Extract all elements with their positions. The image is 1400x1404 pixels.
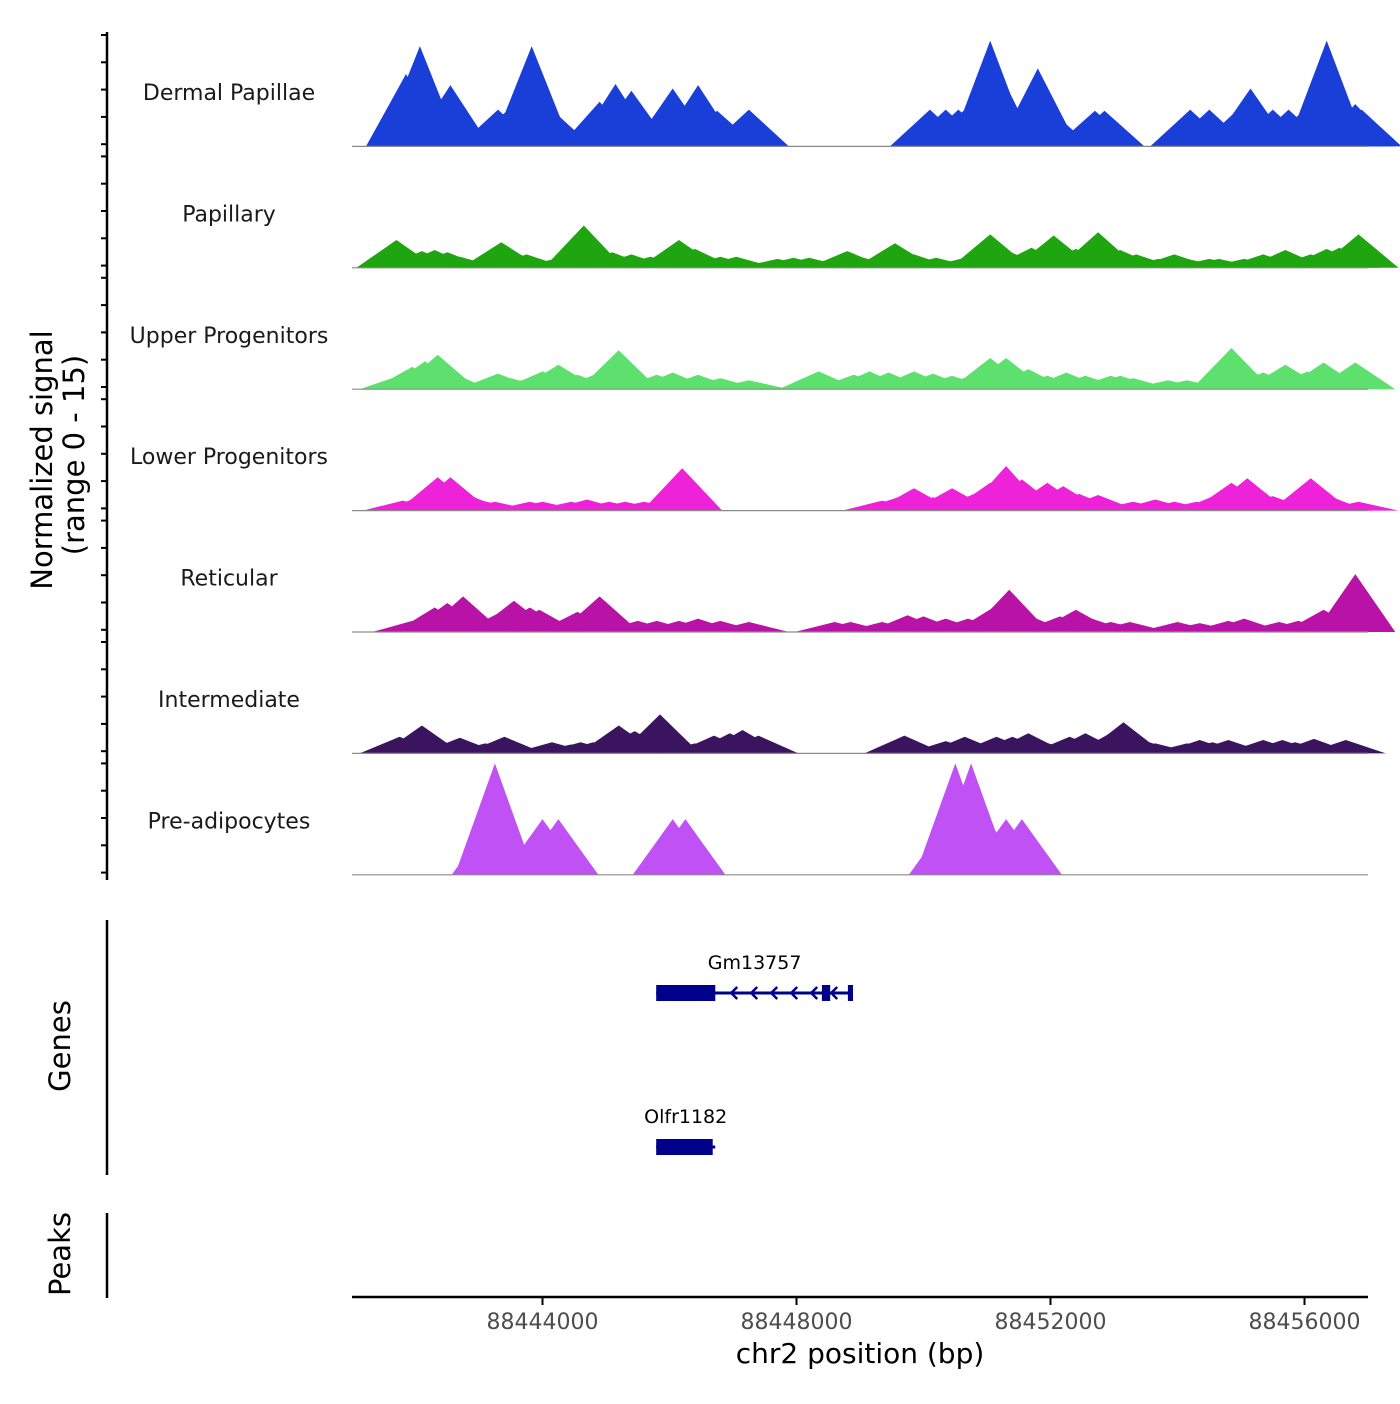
genes-panel: Genes Gm13757 Olfr1182 (43, 920, 854, 1175)
gene-label: Gm13757 (708, 952, 802, 974)
track-label: Intermediate (158, 688, 300, 713)
signal-peak (981, 819, 1062, 875)
genes-label: Genes (43, 1000, 77, 1092)
track-5: Reticular (180, 567, 1396, 633)
signal-peak (645, 819, 726, 875)
gene-exon (656, 1139, 713, 1155)
signal-peak (708, 622, 789, 632)
strand-arrow (729, 986, 739, 1000)
signal-peak (454, 763, 535, 875)
track-label: Reticular (180, 567, 278, 592)
signal-peak (708, 380, 789, 390)
signal-peak (1064, 110, 1145, 147)
gene-exon (656, 985, 716, 1001)
strand-arrow (789, 986, 799, 1000)
gene-olfr1182: Olfr1182 (644, 1106, 727, 1155)
track-label: Upper Progenitors (130, 324, 329, 349)
strand-arrow (829, 986, 839, 1000)
coverage-tracks: Dermal Papillae Papillary Upper Progenitor… (130, 40, 1400, 876)
track-label: Dermal Papillae (143, 81, 315, 106)
x-tick-label: 88448000 (741, 1310, 853, 1335)
gene-exon (821, 985, 831, 1001)
track-label: Lower Progenitors (130, 445, 328, 470)
x-tick-label: 88444000 (487, 1310, 599, 1335)
signal-y-axis: Normalized signal (range 0 - 15) (25, 32, 109, 880)
track-7: Pre-adipocytes (148, 763, 1368, 876)
x-axis: 88444000 88448000 88452000 88456000 chr2 po… (352, 1295, 1368, 1370)
signal-peak (464, 736, 545, 754)
signal-peak (410, 85, 491, 147)
signal-peak (518, 819, 599, 875)
track-label: Pre-adipocytes (148, 809, 311, 834)
peaks-panel: Peaks (43, 1212, 109, 1298)
track-3: Upper Progenitors (130, 324, 1396, 390)
signal-peak (1321, 109, 1400, 147)
gene-gm13757: Gm13757 (656, 952, 854, 1001)
signal-peak (718, 735, 799, 754)
strand-arrow (809, 986, 819, 1000)
gene-exon (847, 985, 853, 1001)
track-label: Papillary (182, 202, 276, 227)
track-6: Intermediate (158, 688, 1386, 755)
signal-peak (708, 109, 789, 147)
signal-peak (1318, 234, 1399, 268)
peaks-label: Peaks (43, 1212, 77, 1296)
signal-peak (1318, 501, 1399, 511)
track-4: Lower Progenitors (130, 445, 1399, 512)
signal-peak (642, 468, 723, 511)
strand-arrow (749, 986, 759, 1000)
signal-y-axis-label-line2: (range 0 - 15) (57, 355, 91, 555)
signal-peak (1315, 362, 1396, 390)
x-tick-label: 88456000 (1249, 1310, 1361, 1335)
gene-label: Olfr1182 (644, 1106, 727, 1128)
track-2: Papillary (182, 202, 1399, 269)
signal-peak (1315, 574, 1396, 632)
signal-peak (1305, 740, 1386, 754)
x-tick-label: 88452000 (995, 1310, 1107, 1335)
strand-arrow (769, 986, 779, 1000)
x-axis-label: chr2 position (bp) (736, 1337, 985, 1370)
signal-y-axis-label-line1: Normalized signal (25, 330, 59, 589)
track-1: Dermal Papillae (143, 40, 1400, 147)
